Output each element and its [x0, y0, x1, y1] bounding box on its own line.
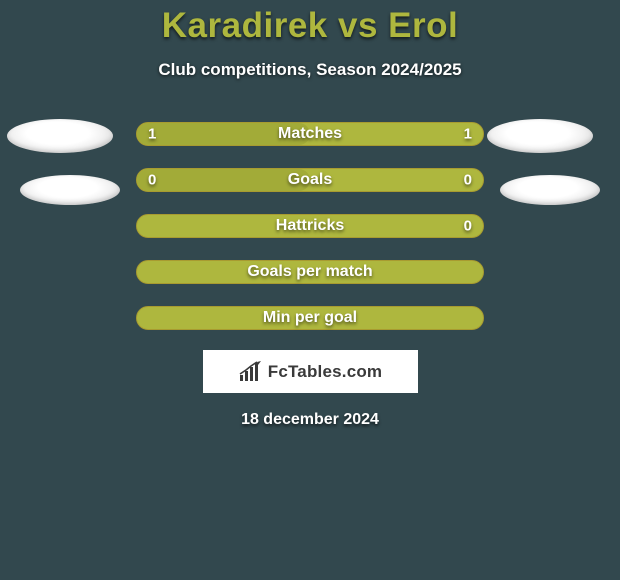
- page-title: Karadirek vs Erol: [0, 0, 620, 46]
- brand-box: FcTables.com: [203, 350, 418, 393]
- date-stamp: 18 december 2024: [0, 411, 620, 429]
- avatar-ellipse: [500, 175, 600, 205]
- bars-group: Matches 1 1 Goals 0 0 Hattricks 0 Goals per matc…: [0, 122, 620, 330]
- avatar-ellipse: [487, 119, 593, 153]
- stat-bar: Goals 0 0: [136, 168, 484, 192]
- comparison-infographic: Karadirek vs Erol Club competitions, Sea…: [0, 0, 620, 580]
- bar-value-left: 0: [148, 172, 156, 189]
- page-subtitle: Club competitions, Season 2024/2025: [0, 60, 620, 80]
- bar-label: Min per goal: [263, 309, 357, 327]
- brand-text: FcTables.com: [268, 362, 383, 382]
- avatar-ellipse: [20, 175, 120, 205]
- bar-value-right: 0: [464, 172, 472, 189]
- bar-label: Goals per match: [247, 263, 372, 281]
- stat-bar: Min per goal: [136, 306, 484, 330]
- bar-label: Matches: [278, 125, 342, 143]
- bar-value-right: 0: [464, 218, 472, 235]
- avatar-ellipse: [7, 119, 113, 153]
- bar-label: Hattricks: [276, 217, 344, 235]
- stat-bar: Hattricks 0: [136, 214, 484, 238]
- bar-label: Goals: [288, 171, 332, 189]
- stat-bar: Goals per match: [136, 260, 484, 284]
- brand-inner: FcTables.com: [238, 361, 383, 383]
- bar-value-right: 1: [464, 126, 472, 143]
- bar-value-left: 1: [148, 126, 156, 143]
- bar-chart-icon: [238, 361, 264, 383]
- stat-bar: Matches 1 1: [136, 122, 484, 146]
- bar-fill: [137, 169, 310, 191]
